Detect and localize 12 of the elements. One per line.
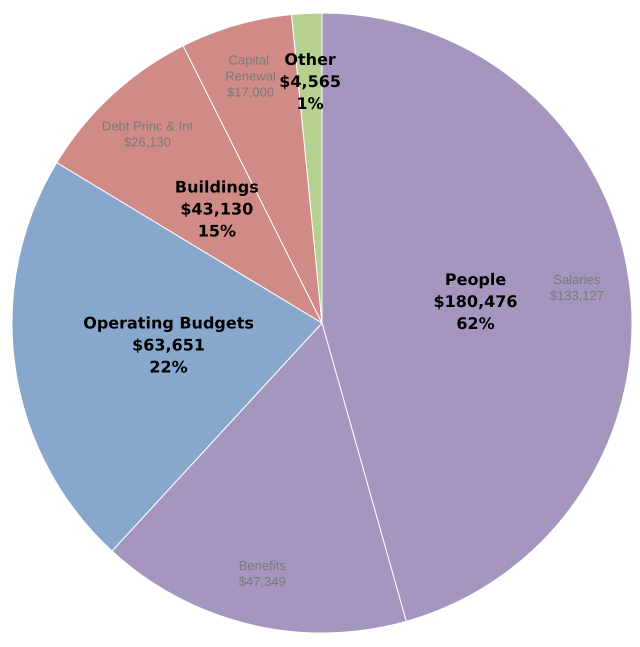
slice-label: Operating Budgets [83, 313, 254, 332]
data-label: $26,130 [124, 134, 171, 150]
data-label: $47,349 [238, 574, 286, 589]
text: People $180,476 62% [434, 270, 518, 334]
slice-label: Benefits [238, 558, 286, 573]
data-label: $17,000 [227, 84, 274, 100]
slice-label: Debt Princ & Int [102, 118, 194, 134]
slice-label: Capital Renewal [225, 52, 276, 84]
slice-label: Salaries [553, 272, 601, 288]
slice-label: Other [284, 50, 336, 69]
data-label: $133,127 [550, 288, 604, 304]
data-label: $63,651 22% [132, 335, 205, 376]
